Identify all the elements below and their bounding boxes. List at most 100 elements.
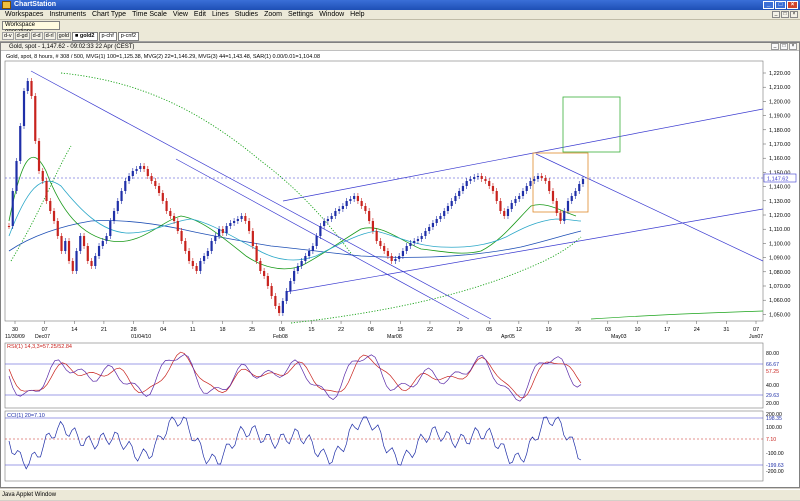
candle-body: [349, 199, 352, 201]
price-grid: [763, 72, 766, 315]
chart-maximize-button[interactable]: □: [780, 43, 788, 50]
candle-body: [581, 179, 585, 184]
candle-body: [386, 251, 390, 256]
workspace-operations-box[interactable]: Workspace operations: [2, 21, 60, 35]
candle-body: [480, 176, 483, 179]
candle-body: [154, 181, 157, 186]
mdi-minimize-button[interactable]: _: [772, 11, 780, 18]
maximize-button[interactable]: □: [775, 1, 786, 9]
menu-zoom[interactable]: Zoom: [264, 11, 282, 18]
menu-time-scale[interactable]: Time Scale: [132, 11, 167, 18]
menu-window[interactable]: Window: [319, 11, 345, 18]
close-button[interactable]: ×: [787, 1, 798, 9]
mdi-close-button[interactable]: ×: [790, 11, 798, 18]
candle-body: [64, 241, 67, 251]
menu-settings[interactable]: Settings: [287, 11, 314, 18]
price-panel[interactable]: [4, 60, 764, 322]
chart-window-title: Gold, spot - 1,147.62 - 09:02:33 22 Apr …: [1, 43, 799, 51]
candle-body: [574, 191, 577, 196]
toolbar-button[interactable]: d-gd: [14, 32, 30, 40]
green-box[interactable]: [562, 96, 621, 153]
candle-body: [424, 231, 427, 236]
candles: [7, 78, 585, 316]
month-label: Jun07: [749, 334, 763, 340]
channel-upper: [282, 108, 764, 202]
menu-lines[interactable]: Lines: [211, 11, 229, 18]
candle-body: [491, 186, 495, 191]
window-titlebar: ChartStation _ □ ×: [0, 0, 800, 10]
candle-body: [49, 201, 52, 211]
toolbar-button[interactable]: gold: [56, 32, 71, 40]
mdi-restore-button[interactable]: □: [781, 11, 789, 18]
candle-body: [338, 209, 341, 211]
rsi-level-label: 29.63: [766, 393, 779, 399]
toolbar-button[interactable]: d-rl: [43, 32, 56, 40]
date-tick-label: 19: [546, 327, 552, 333]
chart-close-button[interactable]: ×: [789, 43, 797, 50]
date-tick-label: 05: [486, 327, 492, 333]
date-tick-label: 28: [131, 327, 137, 333]
price-tick-label: 1,070.00: [769, 284, 790, 290]
candle-body: [176, 221, 179, 231]
candle-body: [270, 286, 273, 296]
candle-body: [82, 236, 86, 246]
date-tick-label: 10: [634, 327, 640, 333]
candle-body: [202, 256, 206, 261]
candle-body: [454, 196, 457, 201]
candle-body: [570, 196, 573, 201]
menu-help[interactable]: Help: [350, 11, 365, 18]
price-tick-label: 1,210.00: [769, 85, 790, 91]
candle-body: [341, 206, 344, 209]
long-ma-line: [590, 310, 764, 320]
candle-body: [476, 176, 480, 177]
candle-body: [236, 219, 239, 221]
chart-canvas[interactable]: Gold, spot, 8 hours, # 308 / 500, MVG(1)…: [1, 51, 799, 488]
candle-body: [356, 196, 360, 201]
candle-body: [232, 221, 236, 223]
menu-studies[interactable]: Studies: [234, 11, 259, 18]
candle-body: [439, 216, 442, 219]
cci-level-label: -200.00: [766, 469, 784, 475]
candle-body: [416, 239, 420, 241]
candle-body: [52, 211, 56, 221]
minimize-button[interactable]: _: [763, 1, 774, 9]
menu-edit[interactable]: Edit: [193, 11, 206, 18]
candle-body: [559, 213, 562, 221]
menu-chart-type[interactable]: Chart Type: [91, 11, 127, 18]
candle-body: [394, 259, 397, 261]
candle-body: [285, 291, 288, 301]
rsi-panel[interactable]: [4, 342, 764, 409]
candle-body: [390, 256, 393, 261]
chart-minimize-button[interactable]: _: [771, 43, 779, 50]
candle-body: [319, 226, 322, 236]
price-tick-label: 1,140.00: [769, 185, 790, 191]
candle-body: [71, 261, 74, 271]
date-tick-label: 29: [457, 327, 463, 333]
toolbar-button[interactable]: d-d: [30, 32, 43, 40]
tab-p-chf[interactable]: p-chf: [98, 31, 117, 41]
cci-level-label: -199.63: [766, 463, 784, 469]
candle-body: [217, 229, 221, 236]
rsi-level-label: 20.00: [766, 401, 779, 407]
candle-body: [56, 221, 59, 236]
tab-p-cnf2[interactable]: p-cnf2: [117, 31, 140, 41]
tab-gold2[interactable]: ■ gold2: [71, 31, 98, 41]
candle-body: [251, 231, 254, 246]
price-tick-label: 1,200.00: [769, 99, 790, 105]
toolbar-button[interactable]: d-v: [2, 32, 14, 40]
menu-view[interactable]: View: [172, 11, 188, 18]
candle-body: [169, 211, 172, 216]
candle-body: [446, 206, 450, 211]
candle-body: [551, 191, 555, 201]
menu-instruments[interactable]: Instruments: [49, 11, 86, 18]
candle-body: [131, 171, 134, 176]
current-price-text: 1,147.62: [767, 177, 788, 183]
rsi-level-label: 80.00: [766, 351, 779, 357]
month-label: 11/30/09: [5, 334, 25, 340]
candle-body: [225, 226, 228, 233]
candle-body: [566, 201, 570, 211]
channel-lower: [285, 208, 764, 293]
menu-workspaces[interactable]: Workspaces: [5, 11, 44, 18]
date-tick-label: 26: [575, 327, 581, 333]
